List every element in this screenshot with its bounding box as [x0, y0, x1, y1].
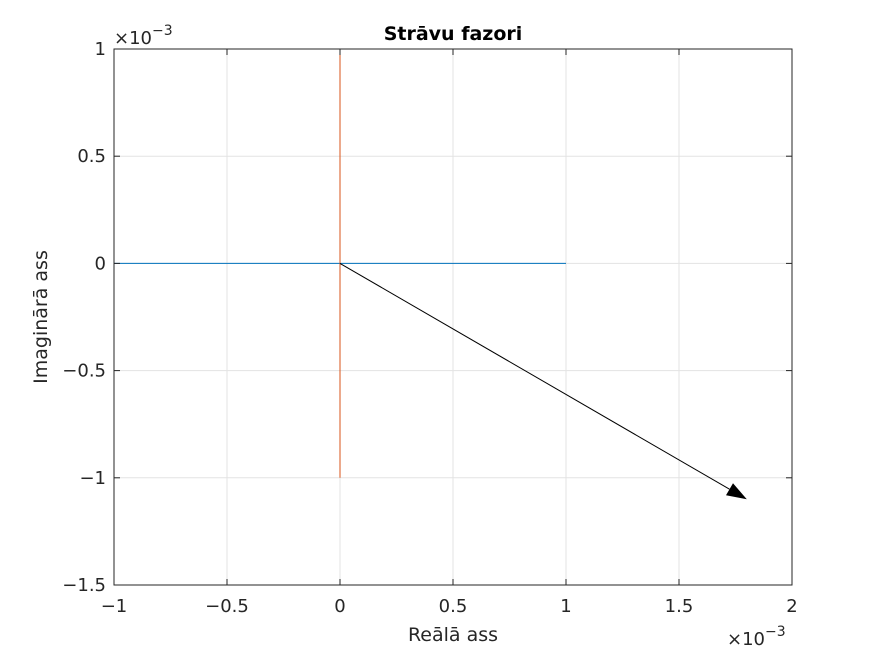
phasor-arrow-line	[339, 262, 730, 490]
x-tick-label: 0.5	[439, 596, 468, 617]
y-exponent-label: ×10−3	[114, 23, 173, 49]
x-tick-labels: −1 −0.5 0 0.5 1 1.5 2	[101, 596, 798, 617]
y-tick-label: 1	[95, 39, 106, 60]
y-tick-labels: −1.5 −1 −0.5 0 0.5 1	[62, 39, 106, 596]
y-axis-label: Imaginārā ass	[30, 250, 52, 384]
x-exponent-power: −3	[765, 624, 786, 640]
x-tick-label: 1	[560, 596, 571, 617]
y-exponent-power: −3	[152, 23, 173, 39]
x-exponent-base: ×10	[727, 629, 765, 650]
x-tick-label: 1.5	[665, 596, 694, 617]
x-tick-label: −1	[101, 596, 128, 617]
x-tick-label: 2	[786, 596, 797, 617]
phasor-arrow-head	[726, 483, 747, 500]
x-tick-label: 0	[334, 596, 345, 617]
y-tick-label: 0	[95, 253, 106, 274]
x-axis-label: Reālā ass	[408, 624, 498, 646]
y-exponent-base: ×10	[114, 28, 152, 49]
y-tick-label: 0.5	[77, 146, 106, 167]
y-tick-label: −1	[79, 468, 106, 489]
series-group	[114, 49, 747, 500]
y-tick-label: −0.5	[62, 361, 106, 382]
x-tick-label: −0.5	[205, 596, 249, 617]
chart-title: Strāvu fazori	[384, 23, 523, 45]
tick-marks	[113, 48, 793, 586]
y-tick-label: −1.5	[62, 575, 106, 596]
x-exponent-label: ×10−3	[727, 624, 786, 650]
